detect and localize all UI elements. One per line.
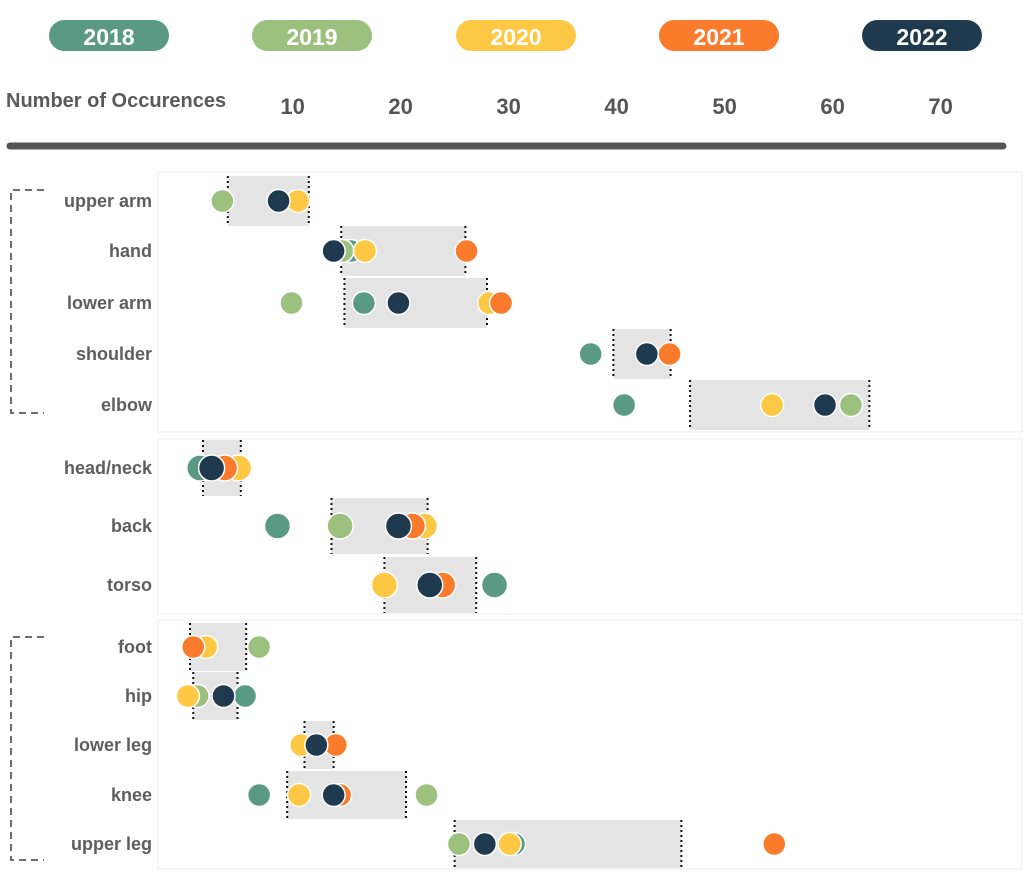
dot-2019[interactable]	[838, 392, 864, 418]
category-label: upper leg	[71, 834, 152, 854]
category-label: hand	[109, 241, 152, 261]
dot-2018[interactable]	[578, 341, 603, 367]
row-back: back	[111, 498, 439, 554]
row-lower-arm: lower arm	[67, 278, 514, 328]
dot-2022[interactable]	[384, 512, 413, 540]
dot-2020[interactable]	[286, 782, 312, 808]
dot-2022[interactable]	[634, 341, 660, 367]
dot-2022[interactable]	[416, 571, 444, 599]
x-tick-label: 10	[280, 94, 304, 119]
category-label: foot	[118, 637, 152, 657]
row-upper-arm: upper arm	[64, 176, 311, 226]
category-label: upper arm	[64, 191, 152, 211]
dot-2019[interactable]	[446, 831, 472, 857]
dot-2020[interactable]	[352, 238, 378, 264]
dot-2022[interactable]	[304, 732, 329, 758]
panel-core	[157, 438, 1023, 615]
legend-label-2020: 2020	[490, 24, 541, 50]
legend-pill-2018[interactable]	[49, 20, 169, 51]
legend-label-2022: 2022	[896, 24, 947, 50]
dot-2022[interactable]	[386, 290, 411, 316]
row-shoulder: shoulder	[76, 329, 682, 379]
dot-2018[interactable]	[351, 290, 377, 316]
legend-pill-2021[interactable]	[659, 20, 779, 51]
x-tick-label: 70	[928, 94, 952, 119]
category-label: torso	[107, 575, 152, 595]
x-tick-label: 30	[496, 94, 520, 119]
legend: 2018 2019 2020 2021 2022	[49, 20, 982, 51]
category-label: shoulder	[76, 344, 152, 364]
dot-2018[interactable]	[480, 571, 509, 599]
dot-2020[interactable]	[759, 392, 785, 418]
x-tick-label: 40	[604, 94, 628, 119]
row-upper-leg: upper leg	[71, 820, 787, 868]
dot-2018[interactable]	[246, 782, 272, 808]
x-axis-ticks: 10 20 30 40 50 60 70	[280, 94, 952, 119]
dot-2019[interactable]	[414, 782, 439, 808]
dot-2019[interactable]	[279, 290, 304, 316]
row-hand: hand	[109, 226, 479, 276]
dot-2021[interactable]	[180, 634, 206, 660]
legend-label-2019: 2019	[286, 24, 337, 50]
dot-2021[interactable]	[657, 341, 682, 367]
dot-2022[interactable]	[472, 831, 498, 857]
row-head-neck: head/neck	[64, 440, 253, 496]
category-label: lower leg	[74, 735, 152, 755]
dot-2022[interactable]	[211, 683, 236, 709]
category-label: hip	[125, 686, 152, 706]
bracket-arm	[10, 189, 44, 414]
bracket-leg	[10, 636, 44, 861]
dot-2019[interactable]	[210, 188, 235, 214]
category-label: back	[111, 516, 153, 536]
dot-2018[interactable]	[232, 683, 258, 709]
dot-2018[interactable]	[263, 512, 292, 540]
dot-2020[interactable]	[175, 683, 201, 709]
rows: upper arm hand lower arm shoulder elbow head/…	[64, 176, 871, 868]
category-label: head/neck	[64, 458, 153, 478]
row-hip: hip	[125, 672, 258, 720]
legend-pill-2020[interactable]	[456, 20, 576, 51]
x-tick-label: 20	[388, 94, 412, 119]
dot-2020[interactable]	[497, 831, 522, 857]
row-knee: knee	[111, 771, 439, 819]
dot-2022[interactable]	[321, 238, 346, 264]
row-foot: foot	[118, 623, 272, 671]
x-axis-title: Number of Occurences	[6, 90, 226, 112]
dot-2022[interactable]	[812, 392, 838, 418]
x-tick-label: 60	[820, 94, 844, 119]
dot-2022[interactable]	[197, 454, 226, 482]
dot-2020[interactable]	[370, 571, 399, 599]
row-elbow: elbow	[101, 380, 871, 430]
row-lower-leg: lower leg	[74, 721, 349, 769]
dot-2021[interactable]	[762, 831, 787, 857]
category-label: knee	[111, 785, 152, 805]
dot-2019[interactable]	[246, 634, 272, 660]
dot-2018[interactable]	[611, 392, 637, 418]
x-tick-label: 50	[712, 94, 736, 119]
dot-2021[interactable]	[488, 290, 514, 316]
group-brackets	[10, 189, 44, 861]
dot-2021[interactable]	[454, 238, 479, 264]
legend-label-2021: 2021	[693, 24, 744, 50]
legend-pill-2019[interactable]	[252, 20, 372, 51]
category-label: lower arm	[67, 293, 152, 313]
dot-2022[interactable]	[321, 782, 346, 808]
category-label: elbow	[101, 395, 153, 415]
dot-2019[interactable]	[326, 512, 354, 540]
row-torso: torso	[107, 557, 509, 613]
legend-pill-2022[interactable]	[862, 20, 982, 51]
legend-label-2018: 2018	[83, 24, 134, 50]
dot-2022[interactable]	[266, 188, 291, 214]
